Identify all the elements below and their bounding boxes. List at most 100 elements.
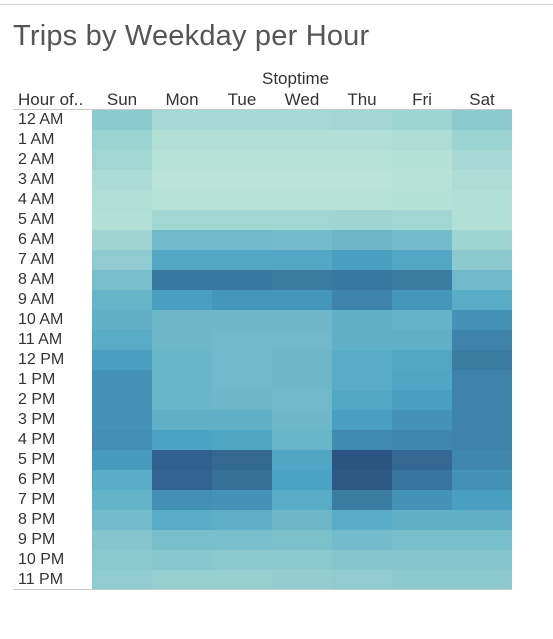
heatmap-cell-fri-7-am[interactable] [392,250,452,270]
heatmap-cell-mon-9-pm[interactable] [152,530,212,550]
row-header-label[interactable]: Hour of.. [18,90,84,109]
heatmap-cell-sun-4-pm[interactable] [92,430,152,450]
heatmap-cell-sat-2-am[interactable] [452,150,512,170]
heatmap-cell-wed-7-pm[interactable] [272,490,332,510]
heatmap-cell-tue-1-pm[interactable] [212,370,272,390]
heatmap-cell-thu-3-am[interactable] [332,170,392,190]
heatmap-cell-fri-6-am[interactable] [392,230,452,250]
heatmap-cell-tue-2-pm[interactable] [212,390,272,410]
heatmap-cell-mon-10-am[interactable] [152,310,212,330]
heatmap-cell-wed-4-pm[interactable] [272,430,332,450]
heatmap-cell-sat-5-am[interactable] [452,210,512,230]
heatmap-cell-wed-7-am[interactable] [272,250,332,270]
heatmap-cell-fri-4-pm[interactable] [392,430,452,450]
heatmap-cell-fri-9-pm[interactable] [392,530,452,550]
heatmap-cell-sun-12-pm[interactable] [92,350,152,370]
heatmap-cell-mon-12-am[interactable] [152,110,212,130]
heatmap-cell-thu-10-am[interactable] [332,310,392,330]
heatmap-cell-sun-6-pm[interactable] [92,470,152,490]
heatmap-cell-sun-4-am[interactable] [92,190,152,210]
heatmap-cell-thu-1-am[interactable] [332,130,392,150]
heatmap-cell-fri-12-am[interactable] [392,110,452,130]
heatmap-cell-thu-9-am[interactable] [332,290,392,310]
heatmap-cell-fri-1-am[interactable] [392,130,452,150]
heatmap-cell-mon-5-am[interactable] [152,210,212,230]
heatmap-cell-sun-9-am[interactable] [92,290,152,310]
heatmap-cell-sat-5-pm[interactable] [452,450,512,470]
heatmap-cell-sun-1-am[interactable] [92,130,152,150]
heatmap-cell-sun-6-am[interactable] [92,230,152,250]
heatmap-cell-wed-10-pm[interactable] [272,550,332,570]
heatmap-cell-fri-2-pm[interactable] [392,390,452,410]
heatmap-cell-thu-8-pm[interactable] [332,510,392,530]
heatmap-cell-sat-12-pm[interactable] [452,350,512,370]
heatmap-cell-tue-11-pm[interactable] [212,570,272,590]
heatmap-cell-thu-11-pm[interactable] [332,570,392,590]
heatmap-cell-thu-9-pm[interactable] [332,530,392,550]
heatmap-cell-sun-2-pm[interactable] [92,390,152,410]
heatmap-cell-mon-7-am[interactable] [152,250,212,270]
heatmap-cell-thu-7-am[interactable] [332,250,392,270]
heatmap-cell-sun-10-am[interactable] [92,310,152,330]
heatmap-cell-sun-12-am[interactable] [92,110,152,130]
heatmap-cell-mon-4-am[interactable] [152,190,212,210]
heatmap-cell-fri-8-pm[interactable] [392,510,452,530]
heatmap-cell-sat-1-am[interactable] [452,130,512,150]
heatmap-cell-tue-4-pm[interactable] [212,430,272,450]
heatmap-cell-sat-1-pm[interactable] [452,370,512,390]
heatmap-cell-mon-2-am[interactable] [152,150,212,170]
heatmap-cell-tue-5-pm[interactable] [212,450,272,470]
heatmap-cell-sun-1-pm[interactable] [92,370,152,390]
heatmap-cell-sun-7-am[interactable] [92,250,152,270]
heatmap-cell-thu-8-am[interactable] [332,270,392,290]
heatmap-cell-sat-9-pm[interactable] [452,530,512,550]
heatmap-cell-wed-6-pm[interactable] [272,470,332,490]
heatmap-cell-sat-9-am[interactable] [452,290,512,310]
heatmap-cell-sat-7-pm[interactable] [452,490,512,510]
heatmap-cell-tue-6-am[interactable] [212,230,272,250]
heatmap-cell-sat-12-am[interactable] [452,110,512,130]
heatmap-cell-wed-5-pm[interactable] [272,450,332,470]
heatmap-cell-wed-11-pm[interactable] [272,570,332,590]
heatmap-cell-fri-3-am[interactable] [392,170,452,190]
heatmap-cell-sun-9-pm[interactable] [92,530,152,550]
heatmap-cell-thu-2-pm[interactable] [332,390,392,410]
heatmap-cell-fri-11-am[interactable] [392,330,452,350]
heatmap-cell-fri-1-pm[interactable] [392,370,452,390]
heatmap-cell-tue-8-am[interactable] [212,270,272,290]
heatmap-cell-fri-10-pm[interactable] [392,550,452,570]
heatmap-cell-sat-10-am[interactable] [452,310,512,330]
heatmap-cell-tue-3-pm[interactable] [212,410,272,430]
heatmap-cell-thu-3-pm[interactable] [332,410,392,430]
heatmap-cell-fri-5-pm[interactable] [392,450,452,470]
heatmap-cell-wed-3-pm[interactable] [272,410,332,430]
heatmap-cell-mon-9-am[interactable] [152,290,212,310]
heatmap-cell-wed-2-pm[interactable] [272,390,332,410]
heatmap-cell-wed-10-am[interactable] [272,310,332,330]
heatmap-cell-sat-10-pm[interactable] [452,550,512,570]
heatmap-cell-fri-11-pm[interactable] [392,570,452,590]
heatmap-cell-fri-8-am[interactable] [392,270,452,290]
heatmap-cell-fri-7-pm[interactable] [392,490,452,510]
heatmap-cell-sun-3-am[interactable] [92,170,152,190]
heatmap-cell-wed-5-am[interactable] [272,210,332,230]
heatmap-cell-tue-10-pm[interactable] [212,550,272,570]
heatmap-cell-wed-11-am[interactable] [272,330,332,350]
heatmap-cell-sat-8-pm[interactable] [452,510,512,530]
heatmap-cell-thu-12-am[interactable] [332,110,392,130]
heatmap-cell-thu-10-pm[interactable] [332,550,392,570]
heatmap-cell-sat-11-am[interactable] [452,330,512,350]
heatmap-cell-fri-6-pm[interactable] [392,470,452,490]
heatmap-cell-mon-1-am[interactable] [152,130,212,150]
heatmap-cell-sun-7-pm[interactable] [92,490,152,510]
heatmap-cell-mon-4-pm[interactable] [152,430,212,450]
heatmap-cell-mon-2-pm[interactable] [152,390,212,410]
heatmap-cell-thu-7-pm[interactable] [332,490,392,510]
heatmap-cell-mon-6-am[interactable] [152,230,212,250]
heatmap-cell-tue-9-am[interactable] [212,290,272,310]
heatmap-cell-tue-5-am[interactable] [212,210,272,230]
heatmap-cell-tue-8-pm[interactable] [212,510,272,530]
heatmap-cell-mon-12-pm[interactable] [152,350,212,370]
heatmap-cell-sun-8-am[interactable] [92,270,152,290]
heatmap-cell-mon-7-pm[interactable] [152,490,212,510]
